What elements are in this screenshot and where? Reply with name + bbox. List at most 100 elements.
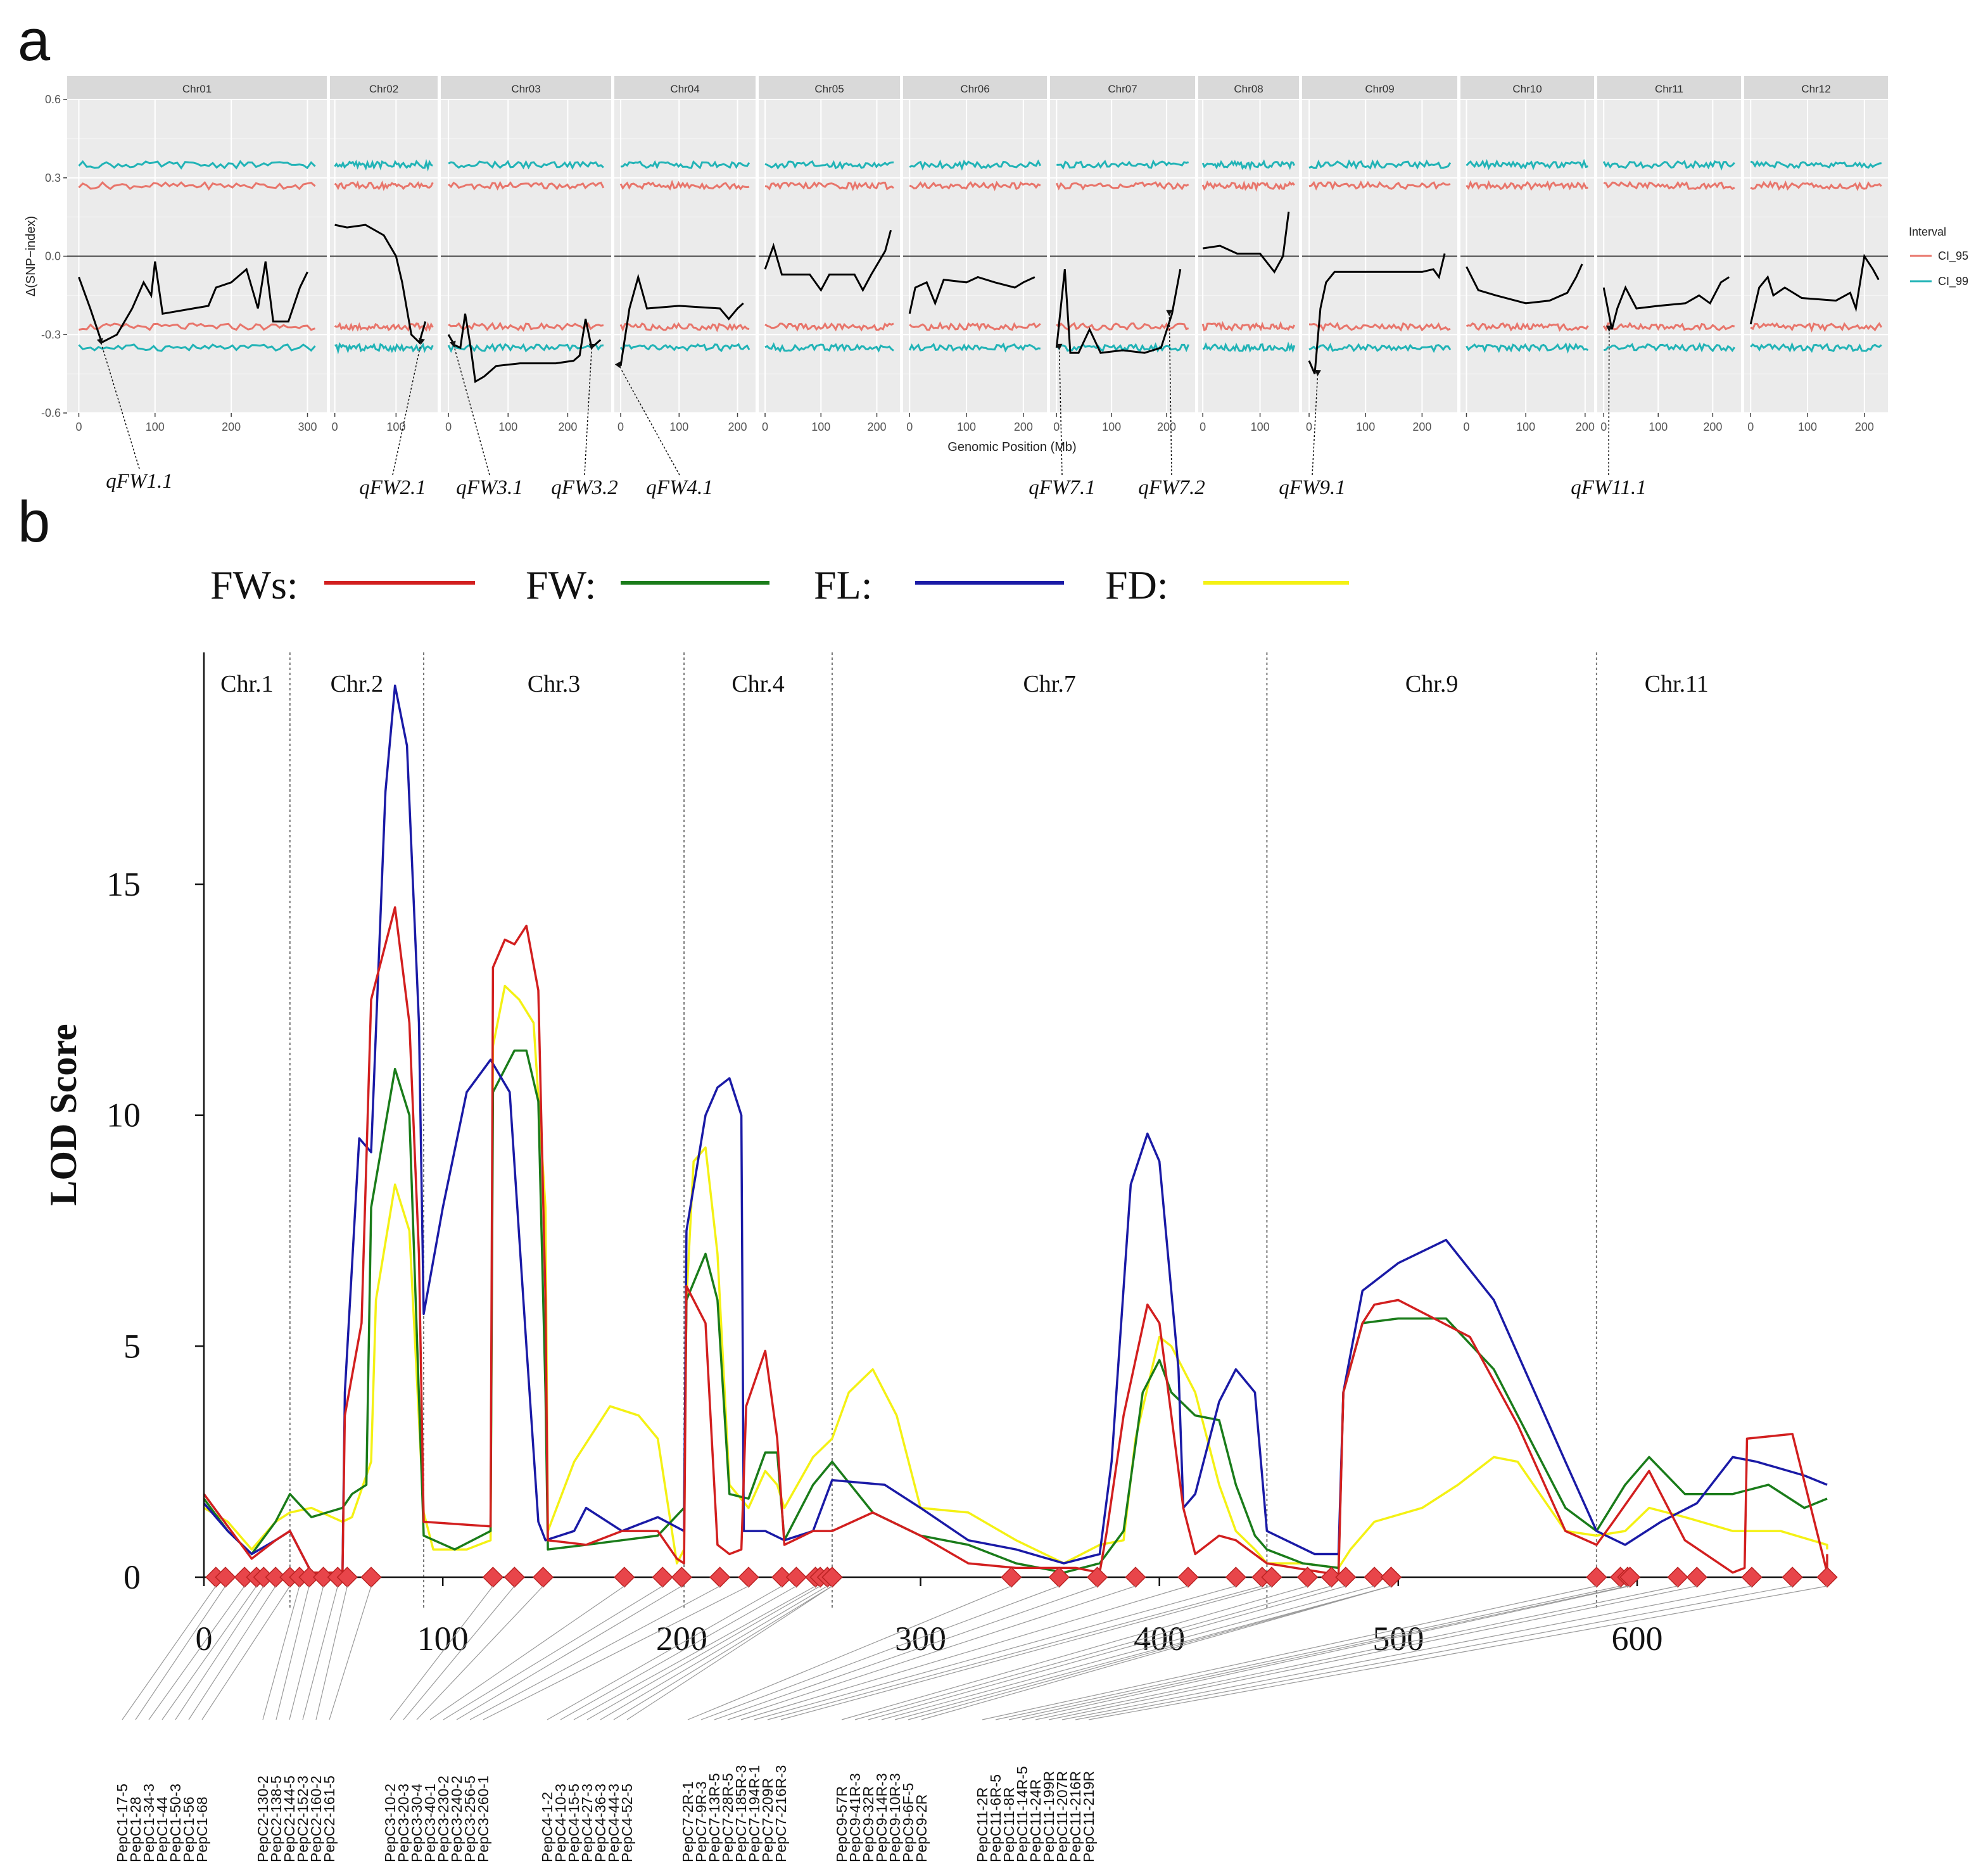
x-tick-label: 0 <box>445 421 452 433</box>
facet-chr01: Chr01 0 100 200 300 <box>67 76 327 433</box>
panel-a-y-axis: -0.6 -0.3 0.0 0.3 0.6 <box>41 93 67 419</box>
chromosome-separators: Chr.1 Chr.2 Chr.3 Chr.4 Chr.7 Chr.9 Chr.11 <box>220 652 1709 1609</box>
annotation-arrowhead <box>1056 343 1063 350</box>
legend-label-fws: FWs: <box>210 562 298 607</box>
facet-strip <box>1744 76 1888 99</box>
marker-connector <box>854 1585 1332 1720</box>
x-tick-label: 200 <box>222 421 241 433</box>
panel-a-legend: Interval CI_95 CI_99 <box>1909 225 1968 288</box>
facet-label: Chr12 <box>1801 83 1830 95</box>
legend-title: Interval <box>1909 225 1946 238</box>
y-tick-label: 0.3 <box>45 172 61 184</box>
threshold-ci_99 <box>334 342 434 355</box>
marker-diamond <box>215 1566 236 1588</box>
marker-diamond <box>1296 1566 1319 1588</box>
threshold-ci_99 <box>1750 341 1882 353</box>
marker-label: PepC9-32R <box>860 1786 877 1862</box>
threshold-ci_95 <box>1466 321 1589 332</box>
x-tick-label: 0 <box>1053 421 1060 433</box>
marker-connector <box>740 1585 1189 1720</box>
threshold-ci_99 <box>1308 159 1452 170</box>
threshold-ci_99 <box>1202 341 1296 353</box>
marker-connector <box>289 1585 324 1720</box>
marker-connector <box>1035 1585 1678 1720</box>
qtl-label: qFW3.1 <box>456 476 522 499</box>
facet-chr03: Chr03 0 100 200 <box>441 76 611 433</box>
annotation-arrowhead <box>1605 325 1612 333</box>
marker-label: PepC2-138-5 <box>268 1775 284 1862</box>
marker-diamond <box>652 1566 673 1588</box>
marker-connector <box>586 1585 821 1720</box>
threshold-ci_99 <box>78 160 316 170</box>
marker-connector <box>469 1585 720 1720</box>
marker-diamond <box>1380 1566 1402 1588</box>
facet-label: Chr09 <box>1365 83 1394 95</box>
marker-label: PepC3-30-4 <box>408 1784 425 1862</box>
marker-label: PepC1-44 <box>154 1796 170 1862</box>
marker-connector <box>275 1585 310 1720</box>
marker-label: PepC3-20-3 <box>395 1784 412 1862</box>
chromosome-label: Chr.2 <box>331 671 383 697</box>
series-fd <box>203 984 1828 1570</box>
y-tick-label: 15 <box>106 865 141 903</box>
facet-label: Chr10 <box>1512 83 1542 95</box>
panel-b-letter: b <box>18 490 50 554</box>
x-tick-label: 100 <box>811 421 830 433</box>
legend-item-ci_95: CI_95 <box>1938 250 1968 263</box>
qtl-label: qFW11.1 <box>1571 476 1646 499</box>
marker-label: PepC4-1-2 <box>539 1792 555 1862</box>
threshold-ci_99 <box>1056 159 1189 170</box>
x-tick-label: 100 <box>1649 421 1668 433</box>
marker-connector <box>700 1585 1060 1720</box>
marker-connector <box>1061 1585 1752 1720</box>
facet-label: Chr04 <box>670 83 699 95</box>
marker-diamond <box>821 1566 843 1588</box>
facet-chr02: Chr02 0 100 <box>330 76 438 433</box>
chromosome-label: Chr.1 <box>220 671 273 697</box>
threshold-ci_95 <box>448 321 604 332</box>
marker-label: PepC1-34-3 <box>141 1784 157 1862</box>
facet-strip <box>614 76 756 99</box>
marker-diamond <box>1125 1566 1146 1588</box>
threshold-ci_95 <box>909 181 1041 191</box>
threshold-ci_99 <box>334 158 433 172</box>
facet-strip <box>1198 76 1299 99</box>
threshold-ci_99 <box>619 343 750 352</box>
marker-diamond <box>532 1566 554 1588</box>
marker-diamond <box>360 1566 382 1588</box>
legend-label-fl: FL: <box>814 562 872 607</box>
y-tick-label: 5 <box>123 1327 141 1365</box>
facet-chr08: Chr08 0 100 <box>1198 76 1299 433</box>
x-tick-label: 200 <box>558 421 577 433</box>
marker-connector <box>262 1585 300 1720</box>
annotation-pointer <box>392 345 421 476</box>
panel-a-y-title: Δ(SNP−index) <box>24 216 38 296</box>
threshold-ci_95 <box>1750 322 1883 333</box>
x-tick-label: 100 <box>1356 421 1375 433</box>
chromosome-label: Chr.3 <box>528 671 580 697</box>
x-tick-label: 100 <box>1516 421 1535 433</box>
marker-label: PepC7-9R-3 <box>693 1781 709 1862</box>
marker-connector <box>547 1585 783 1720</box>
marker-connector <box>403 1585 515 1720</box>
marker-diamond <box>1686 1566 1707 1588</box>
marker-diamond <box>1816 1566 1838 1588</box>
facet-label: Chr07 <box>1108 83 1137 95</box>
marker-diamond <box>312 1566 334 1588</box>
facet-strip <box>1597 76 1741 99</box>
x-tick-label: 300 <box>298 421 317 433</box>
x-tick-label: 200 <box>1855 421 1874 433</box>
threshold-ci_99 <box>620 160 750 170</box>
marker-label: PepC1-28 <box>127 1796 144 1862</box>
qtl-label: qFW2.1 <box>359 476 426 499</box>
marker-connector <box>995 1585 1621 1720</box>
marker-label: PepC9-41R-3 <box>847 1773 863 1862</box>
threshold-ci_95 <box>909 321 1041 331</box>
x-tick-label: 100 <box>669 421 688 433</box>
threshold-ci_95 <box>1750 180 1882 191</box>
annotation-arrowhead <box>614 361 621 369</box>
annotation-pointer <box>1058 350 1063 476</box>
x-tick-label: 400 <box>1134 1620 1185 1658</box>
marker-label: PepC11-8R <box>1001 1787 1017 1862</box>
